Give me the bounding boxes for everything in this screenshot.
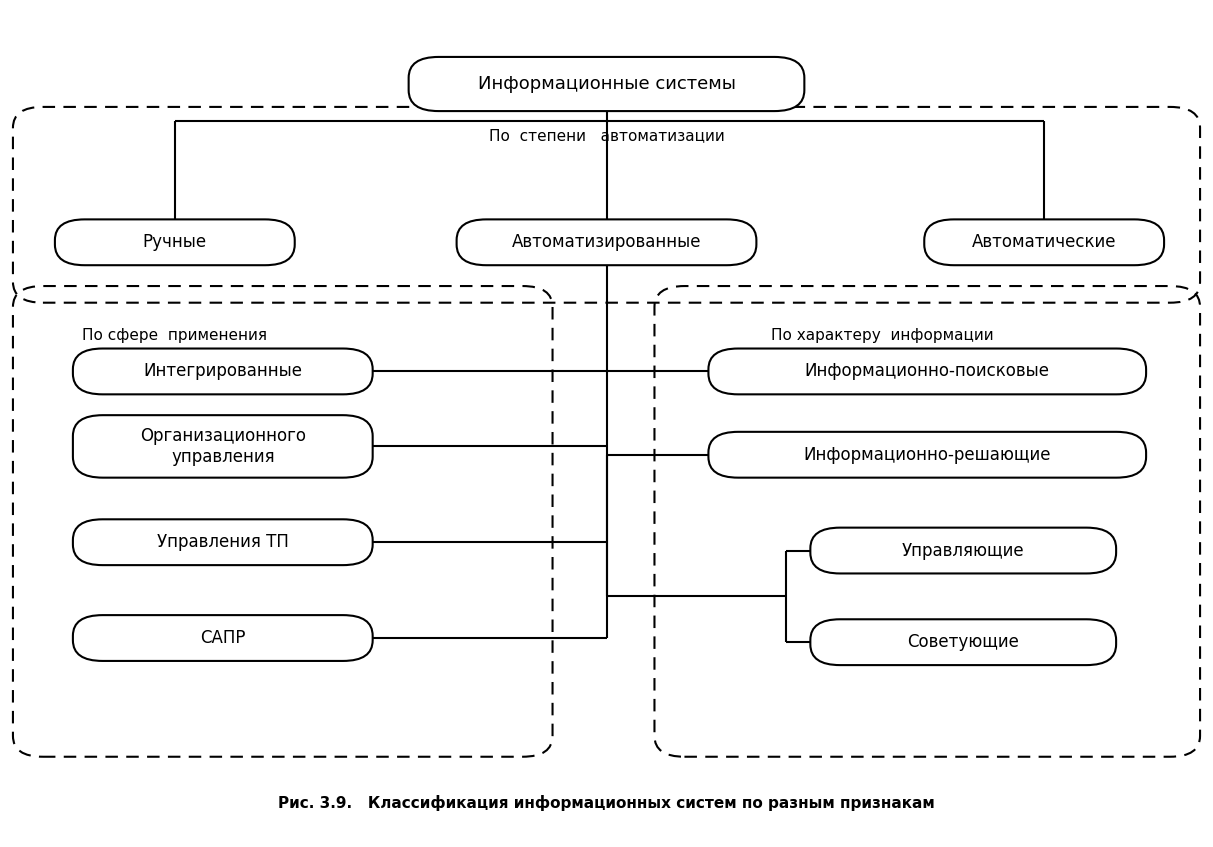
FancyBboxPatch shape xyxy=(55,219,295,265)
Text: САПР: САПР xyxy=(200,629,245,647)
FancyBboxPatch shape xyxy=(810,619,1116,665)
Text: Организационного
управления: Организационного управления xyxy=(139,427,306,466)
FancyBboxPatch shape xyxy=(73,348,372,395)
FancyBboxPatch shape xyxy=(73,519,372,565)
FancyBboxPatch shape xyxy=(73,615,372,661)
FancyBboxPatch shape xyxy=(708,432,1146,478)
Text: Информационно-решающие: Информационно-решающие xyxy=(803,446,1050,464)
Text: Информационно-поисковые: Информационно-поисковые xyxy=(804,363,1049,380)
Text: Информационные системы: Информационные системы xyxy=(478,75,735,93)
FancyBboxPatch shape xyxy=(409,57,804,111)
Text: Управления ТП: Управления ТП xyxy=(156,534,289,551)
Text: По характеру  информации: По характеру информации xyxy=(771,328,993,343)
Text: Интегрированные: Интегрированные xyxy=(143,363,302,380)
FancyBboxPatch shape xyxy=(73,415,372,478)
Text: Рис. 3.9.   Классификация информационных систем по разным признакам: Рис. 3.9. Классификация информационных с… xyxy=(278,794,935,811)
Text: По  степени   автоматизации: По степени автоматизации xyxy=(489,129,724,144)
FancyBboxPatch shape xyxy=(708,348,1146,395)
FancyBboxPatch shape xyxy=(456,219,757,265)
Text: По сфере  применения: По сфере применения xyxy=(82,328,267,343)
FancyBboxPatch shape xyxy=(924,219,1164,265)
Text: Советующие: Советующие xyxy=(907,634,1019,651)
Text: Управляющие: Управляющие xyxy=(902,541,1025,560)
Text: Ручные: Ручные xyxy=(143,233,207,252)
Text: Автоматические: Автоматические xyxy=(972,233,1116,252)
Text: Автоматизированные: Автоматизированные xyxy=(512,233,701,252)
FancyBboxPatch shape xyxy=(810,528,1116,573)
